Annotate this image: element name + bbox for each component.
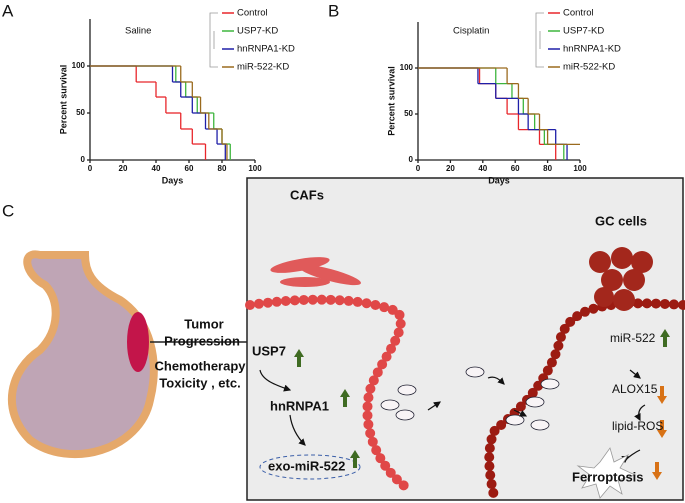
effect-text: Tumor [184,316,223,331]
x-tick-label: 80 [218,164,227,173]
pathway-node: exo-miR-522 [268,458,345,473]
y-tick-label: 50 [76,108,85,117]
x-tick-label: 80 [543,164,552,173]
legend-bracket [535,12,544,68]
legend-label: USP7-KD [563,26,604,37]
legend-label: hnRNPA1-KD [563,44,621,55]
panel-label: A [2,1,14,20]
pathway-node: lipid-ROS [612,419,663,433]
exosomes [380,366,560,431]
legend-label: Control [237,8,268,19]
panel-label: B [328,1,339,20]
legend-label: hnRNPA1-KD [237,44,295,55]
effect-text: Chemotherapy [154,358,246,373]
ferroptosis-burst [576,447,637,499]
stomach [8,250,158,458]
x-tick-label: 100 [573,164,587,173]
legend-label: USP7-KD [237,26,278,37]
down-arrows [652,386,667,480]
up-arrows [294,329,670,468]
legend-bracket [209,12,218,68]
caf-cells [270,257,361,287]
y-axis-label: Percent survival [386,66,396,136]
y-tick-label: 100 [400,63,414,72]
effect-text: Toxicity , etc. [159,375,240,390]
gc-cell-cluster [589,247,653,311]
diagram-box [246,177,684,501]
y-axis-label: Percent survival [58,65,68,135]
pathway-node: miR-522 [610,331,656,345]
x-tick-label: 60 [185,164,194,173]
x-axis-label: Days [488,175,510,185]
pathway-node: ALOX15 [612,382,658,396]
effect-text: Progression [164,333,240,348]
x-tick-label: 20 [119,164,128,173]
pathway-node: Ferroptosis [572,469,644,484]
y-tick-label: 50 [404,109,413,118]
x-tick-label: 60 [511,164,520,173]
arrows [259,369,646,464]
chart-title: Cisplatin [453,26,489,37]
x-tick-label: 100 [248,164,262,173]
x-tick-label: 40 [478,164,487,173]
y-tick-label: 0 [81,155,86,164]
x-axis-label: Days [162,175,184,185]
cafs-label: CAFs [290,187,324,202]
panel-label: C [2,201,14,220]
gc-label: GC cells [595,213,647,228]
x-tick-label: 0 [88,164,93,173]
y-tick-label: 100 [72,61,86,70]
caf-membrane [245,294,415,495]
pathway-node: hnRNPA1 [270,398,329,413]
exo-outline [259,454,361,480]
x-tick-label: 20 [446,164,455,173]
y-tick-label: 0 [409,155,414,164]
legend-label: miR-522-KD [563,62,615,73]
legend-label: Control [563,8,594,19]
tumor [127,312,149,372]
pathway-node: USP7 [252,343,286,358]
legend-label: miR-522-KD [237,62,289,73]
x-tick-label: 40 [152,164,161,173]
x-tick-label: 0 [416,164,421,173]
chart-title: Saline [125,26,151,37]
